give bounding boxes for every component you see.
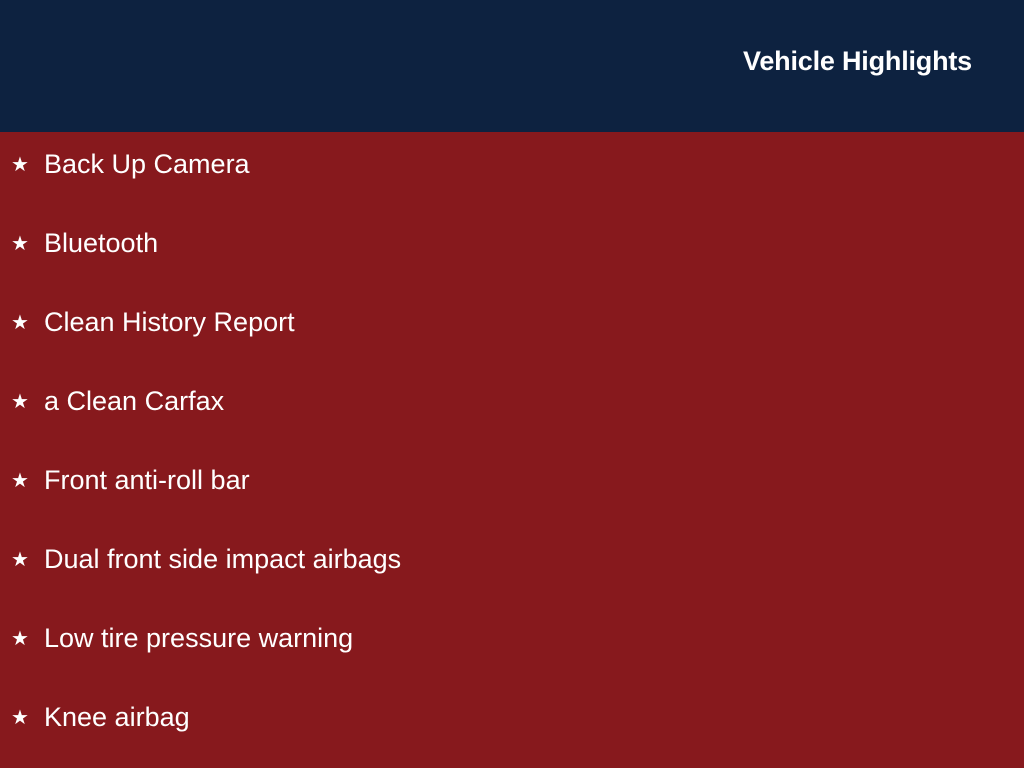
highlight-label: Clean History Report xyxy=(44,307,295,337)
list-item: ★ Bluetooth xyxy=(0,211,1024,290)
list-item: ★ Knee airbag xyxy=(0,685,1024,764)
star-icon: ★ xyxy=(11,548,29,571)
star-icon: ★ xyxy=(11,469,29,492)
star-icon: ★ xyxy=(11,706,29,729)
list-item: ★ Clean History Report xyxy=(0,290,1024,369)
highlight-label: Knee airbag xyxy=(44,702,190,732)
star-icon: ★ xyxy=(11,232,29,255)
star-icon: ★ xyxy=(11,153,29,176)
list-item: ★ Back Up Camera xyxy=(0,132,1024,211)
page-title: Vehicle Highlights xyxy=(743,46,972,76)
highlight-label: Back Up Camera xyxy=(44,149,250,179)
star-icon: ★ xyxy=(11,390,29,413)
highlight-label: Bluetooth xyxy=(44,228,159,258)
list-item: ★ Front anti-roll bar xyxy=(0,448,1024,527)
highlight-label: a Clean Carfax xyxy=(44,386,225,416)
highlights-list: ★ Back Up Camera ★ Bluetooth ★ Clean Histor… xyxy=(0,132,1024,764)
list-item: ★ a Clean Carfax xyxy=(0,369,1024,448)
star-icon: ★ xyxy=(11,311,29,334)
header: Vehicle Highlights xyxy=(0,0,1024,132)
highlight-label: Dual front side impact airbags xyxy=(44,544,402,574)
list-item: ★ Dual front side impact airbags xyxy=(0,527,1024,606)
list-item: ★ Low tire pressure warning xyxy=(0,606,1024,685)
star-icon: ★ xyxy=(11,627,29,650)
highlight-label: Low tire pressure warning xyxy=(44,623,354,653)
highlight-label: Front anti-roll bar xyxy=(44,465,250,495)
